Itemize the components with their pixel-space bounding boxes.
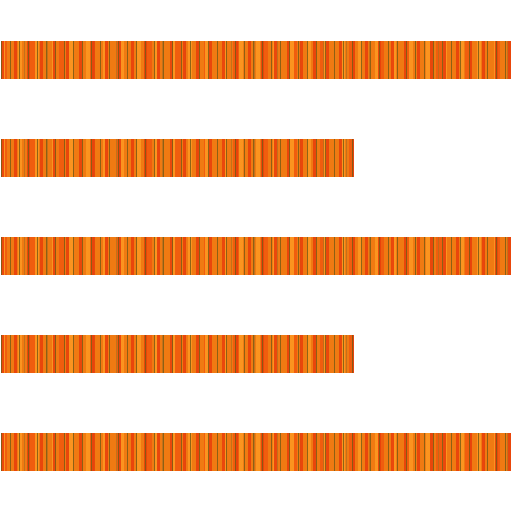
- icon-line-long: [1, 433, 511, 471]
- icon-line-short: [1, 335, 354, 373]
- icon-line-long: [1, 41, 511, 79]
- icon-line-long: [1, 237, 511, 275]
- icon-line-short: [1, 139, 354, 177]
